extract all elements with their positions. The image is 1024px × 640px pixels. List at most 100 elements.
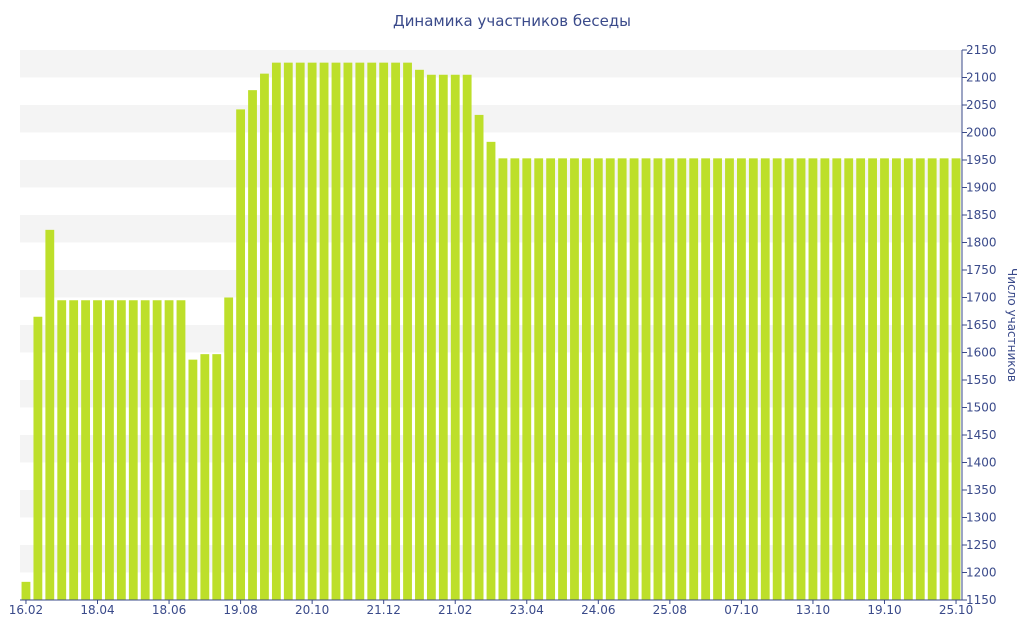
bar [844,158,854,600]
y-tick-label: 2150 [966,43,997,57]
y-tick-label: 2000 [966,126,997,140]
bar [200,354,210,600]
bar [653,158,663,600]
bar [927,158,937,600]
bar [283,62,293,600]
bar [951,158,961,600]
bar [558,158,567,600]
bar [295,62,305,600]
bar [772,158,782,600]
y-tick-label: 1400 [966,456,997,470]
bar [725,158,734,600]
x-tick-label: 16.02 [9,603,43,617]
bar [343,62,353,600]
x-tick-label: 18.06 [152,603,186,617]
bar [260,73,269,600]
bar [426,74,436,600]
bar [236,109,246,601]
bar [307,62,317,600]
y-tick-label: 1550 [966,373,997,387]
bar [188,359,198,600]
bars [21,62,961,601]
y-tick-label: 1850 [966,208,997,222]
bar [415,69,424,601]
bar [617,158,627,600]
bar [748,158,758,600]
bar [581,158,591,600]
bar [903,158,913,600]
bar [81,300,90,600]
bar [212,354,222,600]
bar [868,158,877,600]
y-tick-label: 1600 [966,346,997,360]
bar [939,158,949,600]
bar [271,62,281,600]
bar [760,158,770,600]
y-tick-label: 1150 [966,593,997,607]
bar [69,300,79,600]
bar [522,158,532,600]
y-tick-label: 1750 [966,263,997,277]
y-tick-label: 1650 [966,318,997,332]
bar [45,229,55,600]
x-tick-label: 18.04 [80,603,114,617]
bar [450,74,460,600]
x-tick-label: 25.08 [653,603,687,617]
bar [57,300,67,600]
x-tick-label: 20.10 [295,603,329,617]
x-tick-label: 13.10 [796,603,830,617]
grid-band [20,105,962,133]
bar [570,158,579,600]
bar [832,158,842,600]
bar [915,158,925,600]
bar [546,158,556,600]
bar [319,62,329,600]
y-tick-label: 1950 [966,153,997,167]
bar [140,300,150,600]
bar [510,158,520,600]
bar [820,158,830,600]
bar [677,158,687,600]
chart-title: Динамика участников беседы [392,12,632,30]
bar [808,158,818,600]
y-tick-label: 1800 [966,236,997,250]
bar [856,158,866,600]
bar [248,90,257,601]
bar [593,158,603,600]
bar [880,158,889,600]
y-axis-ticks: 1150 1200 1250 1300 1350 1400 1450 1500 1550 1600… [962,43,997,607]
bar [128,300,138,600]
x-tick-label: 19.08 [223,603,257,617]
bar [438,74,448,600]
y-tick-label: 1200 [966,566,997,580]
bar [224,297,234,600]
bar [403,62,412,600]
bar [176,300,186,600]
y-tick-label: 1300 [966,511,997,525]
bar [379,62,389,600]
y-axis-title: Число участников [1005,268,1019,382]
bar [665,158,675,600]
bar [486,141,496,600]
bar [701,158,711,600]
y-tick-label: 2050 [966,98,997,112]
bar [391,62,401,600]
y-tick-label: 1900 [966,181,997,195]
y-tick-label: 2100 [966,71,997,85]
bar [641,158,651,600]
bar [331,62,341,600]
bar [474,114,484,601]
bar [33,316,43,600]
bar [784,158,794,600]
bar [152,300,162,600]
bar [498,158,508,600]
x-tick-label: 21.12 [367,603,401,617]
x-tick-label: 07.10 [724,603,758,617]
y-tick-label: 1250 [966,538,997,552]
bar [713,158,722,600]
x-axis-ticks: 16.02 18.04 18.06 19.08 20.10 21.12 21.02 23.04… [9,600,973,617]
y-tick-label: 1350 [966,483,997,497]
y-tick-label: 1700 [966,291,997,305]
bar [892,158,901,600]
